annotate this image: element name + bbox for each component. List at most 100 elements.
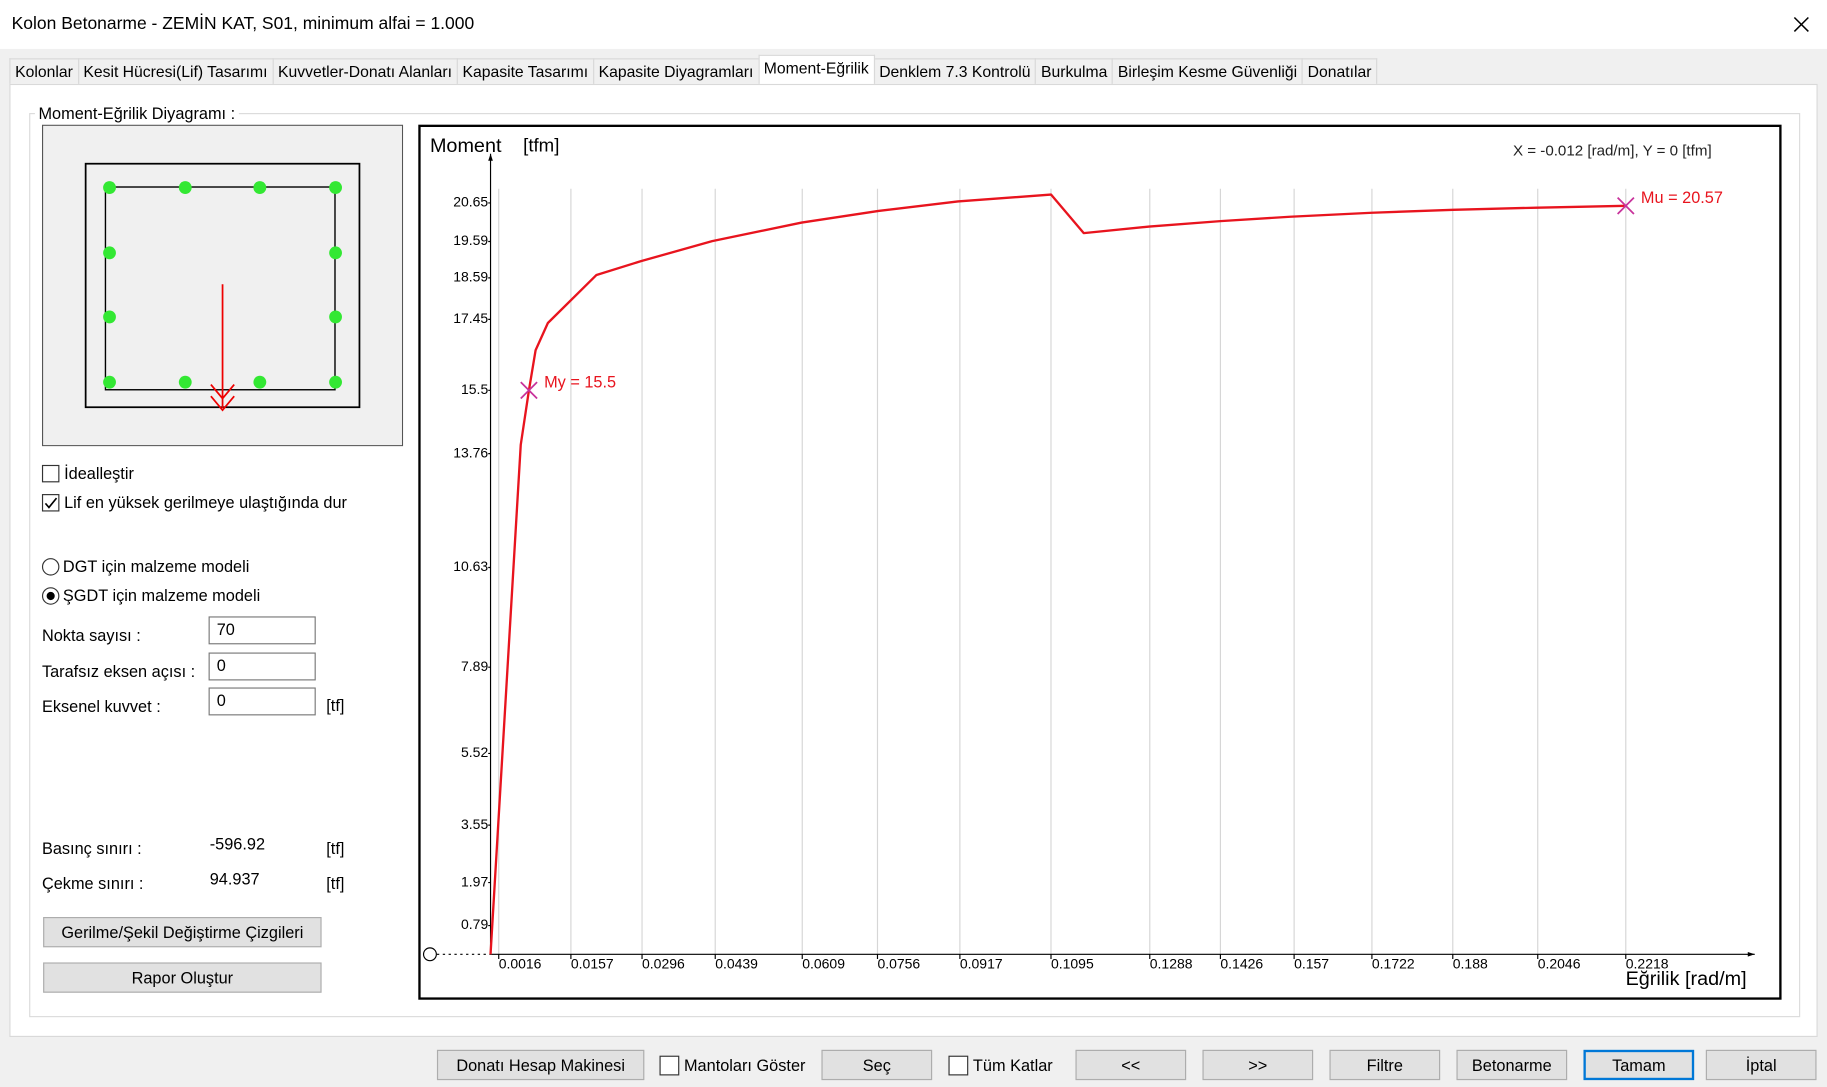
text-input[interactable]: 0 <box>208 687 316 716</box>
button[interactable]: Rapor Oluştur <box>43 962 322 993</box>
radio[interactable]: DGT için malzeme modeli <box>41 556 250 576</box>
tab[interactable]: Kapasite Diyagramları <box>592 58 760 84</box>
button[interactable]: Tamam <box>1583 1049 1695 1081</box>
x-tick-label: 0.1722 <box>1372 955 1415 971</box>
checkbox-box[interactable] <box>659 1055 680 1076</box>
x-tick-label: 0.1095 <box>1051 955 1094 971</box>
x-axis-arrow <box>1747 951 1755 957</box>
tab[interactable]: Kesit Hücresi(Lif) Tasarımı <box>77 58 274 84</box>
checkbox[interactable]: Mantoları Göster <box>659 1054 806 1076</box>
tab[interactable]: Kapasite Tasarımı <box>456 58 594 84</box>
checkbox-label[interactable]: Lif en yüksek gerilmeye ulaştığında dur <box>64 493 348 512</box>
x-tick-label: 0.0016 <box>499 955 542 971</box>
button[interactable]: İptal <box>1705 1049 1817 1081</box>
limit-unit: [tf] <box>326 873 345 893</box>
close-button[interactable] <box>1792 15 1811 34</box>
text-input[interactable]: 70 <box>208 616 316 645</box>
y-tick-label: 5.52 <box>461 744 488 760</box>
y-axis-label: Moment <box>430 135 502 157</box>
y-axis-arrow <box>488 153 493 161</box>
field-label: Eksenel kuvvet : <box>41 696 161 716</box>
limit-label: Çekme sınırı : <box>41 873 144 893</box>
button[interactable]: Betonarme <box>1456 1049 1568 1081</box>
x-tick-label: 0.1288 <box>1150 955 1193 971</box>
limit-label: Basınç sınırı : <box>41 838 142 858</box>
y-axis-unit: [tfm] <box>523 135 559 156</box>
button[interactable]: >> <box>1202 1049 1314 1081</box>
title-bar: Kolon Betonarme - ZEMİN KAT, S01, minimu… <box>0 0 1827 49</box>
x-tick-label: 0.157 <box>1294 955 1329 971</box>
y-tick-label: 10.63 <box>453 558 488 574</box>
button[interactable]: Filtre <box>1329 1049 1441 1081</box>
checkbox-box[interactable] <box>948 1055 969 1076</box>
checkbox-label[interactable]: İdealleştir <box>64 464 134 483</box>
group-title: Moment-Eğrilik Diyagramı : <box>34 103 239 123</box>
tab[interactable]: Denklem 7.3 Kontrolü <box>873 58 1037 84</box>
field-label: Nokta sayısı : <box>41 625 141 645</box>
x-tick-label: 0.0756 <box>877 955 920 971</box>
curve <box>489 193 1626 955</box>
window-title: Kolon Betonarme - ZEMİN KAT, S01, minimu… <box>11 13 475 34</box>
y-tick-label: 0.79 <box>461 916 488 932</box>
button[interactable]: Seç <box>821 1049 933 1081</box>
limit-unit: [tf] <box>326 838 345 858</box>
tab[interactable]: Burkulma <box>1035 58 1114 84</box>
origin-handle[interactable] <box>422 947 437 962</box>
x-tick-label: 0.188 <box>1453 955 1488 971</box>
y-tick-label: 13.76 <box>453 444 488 460</box>
checkbox[interactable]: İdealleştir <box>41 463 134 483</box>
button[interactable]: << <box>1075 1049 1187 1081</box>
checkbox[interactable]: Tüm Katlar <box>948 1054 1053 1076</box>
x-tick-label: 0.2218 <box>1626 955 1669 971</box>
x-tick-label: 0.2046 <box>1538 955 1581 971</box>
y-tick-label: 18.59 <box>453 269 488 285</box>
field-label: Tarafsız eksen açısı : <box>41 661 196 681</box>
point-marker <box>1617 197 1635 215</box>
limit-value: -596.92 <box>209 834 266 853</box>
group-box <box>29 113 1801 1018</box>
point-label: My = 15.5 <box>544 374 616 392</box>
chart: Moment [tfm] X = -0.012 [rad/m], Y = 0 [… <box>422 135 1755 990</box>
tab[interactable]: Moment-Eğrilik <box>757 54 875 84</box>
radio-label[interactable]: DGT için malzeme modeli <box>62 557 250 576</box>
x-tick-label: 0.0917 <box>960 955 1003 971</box>
checkbox-box[interactable] <box>41 493 60 512</box>
x-tick-label: 0.0609 <box>802 955 845 971</box>
chart-frame: Moment [tfm] X = -0.012 [rad/m], Y = 0 [… <box>418 124 1782 1000</box>
point-marker <box>520 381 538 400</box>
x-tick-label: 0.1426 <box>1220 955 1263 971</box>
y-tick-label: 3.55 <box>461 816 488 832</box>
radio-circle[interactable] <box>41 587 60 605</box>
radio-circle[interactable] <box>41 557 60 576</box>
text-input[interactable]: 0 <box>208 652 316 681</box>
x-axis-label: Eğrilik [rad/m] <box>1626 968 1747 990</box>
y-tick-label: 1.97 <box>461 873 488 889</box>
checkbox-label[interactable]: Mantoları Göster <box>683 1055 806 1075</box>
y-tick-label: 20.65 <box>453 194 488 210</box>
tab[interactable]: Kolonlar <box>9 58 79 84</box>
y-tick-label: 19.59 <box>453 232 488 248</box>
checkbox[interactable]: Lif en yüksek gerilmeye ulaştığında dur <box>41 492 348 512</box>
tab[interactable]: Donatılar <box>1301 58 1378 84</box>
cursor-readout: X = -0.012 [rad/m], Y = 0 [tfm] <box>1513 142 1712 159</box>
field-unit: [tf] <box>326 695 345 715</box>
button[interactable]: Gerilme/Şekil Değiştirme Çizgileri <box>43 916 322 948</box>
limit-value: 94.937 <box>209 869 260 888</box>
radio[interactable]: ŞGDT için malzeme modeli <box>41 585 261 606</box>
y-tick-label: 7.89 <box>461 658 488 674</box>
x-tick-label: 0.0439 <box>715 955 758 971</box>
y-tick-label: 15.5 <box>461 381 488 397</box>
x-tick-label: 0.0157 <box>571 955 614 971</box>
radio-label[interactable]: ŞGDT için malzeme modeli <box>62 586 261 606</box>
button[interactable]: Donatı Hesap Makinesi <box>436 1049 645 1081</box>
tab[interactable]: Birleşim Kesme Güvenliği <box>1112 58 1303 84</box>
x-tick-label: 0.0296 <box>642 955 685 971</box>
checkbox-label[interactable]: Tüm Katlar <box>972 1055 1053 1075</box>
point-label: Mu = 20.57 <box>1641 189 1723 207</box>
section-view <box>41 124 404 447</box>
tab-strip: Kolonlar Kesit Hücresi(Lif) Tasarımı Kuvve… <box>9 54 1378 84</box>
checkbox-box[interactable] <box>41 464 60 483</box>
tab[interactable]: Kuvvetler-Donatı Alanları <box>272 58 458 84</box>
